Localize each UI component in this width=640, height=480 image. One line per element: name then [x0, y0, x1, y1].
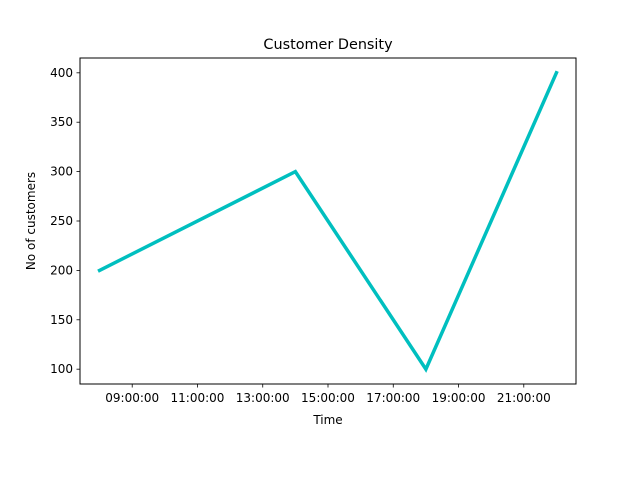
- y-tick-label: 250: [50, 214, 73, 228]
- plot-area: [97, 70, 559, 373]
- y-tick-label: 350: [50, 115, 73, 129]
- x-tick-label: 13:00:00: [236, 391, 290, 405]
- y-tick-label: 200: [50, 263, 73, 277]
- x-tick-label: 21:00:00: [497, 391, 551, 405]
- y-tick-label: 150: [50, 313, 73, 327]
- x-tick-label: 11:00:00: [171, 391, 225, 405]
- series-line: [97, 70, 559, 373]
- y-axis-label: No of customers: [24, 172, 38, 270]
- chart-title: Customer Density: [263, 37, 393, 53]
- y-axis: 100 150 200 250 300 350 400: [50, 66, 80, 376]
- y-tick-label: 400: [50, 66, 73, 80]
- x-tick-label: 15:00:00: [301, 391, 355, 405]
- x-tick-label: 19:00:00: [432, 391, 486, 405]
- x-tick-label: 17:00:00: [366, 391, 420, 405]
- y-tick-label: 300: [50, 165, 73, 179]
- y-tick-label: 100: [50, 362, 73, 376]
- x-tick-label: 09:00:00: [105, 391, 159, 405]
- x-axis-label: Time: [312, 413, 342, 427]
- x-axis: 09:00:00 11:00:00 13:00:00 15:00:00 17:00:00…: [105, 384, 551, 405]
